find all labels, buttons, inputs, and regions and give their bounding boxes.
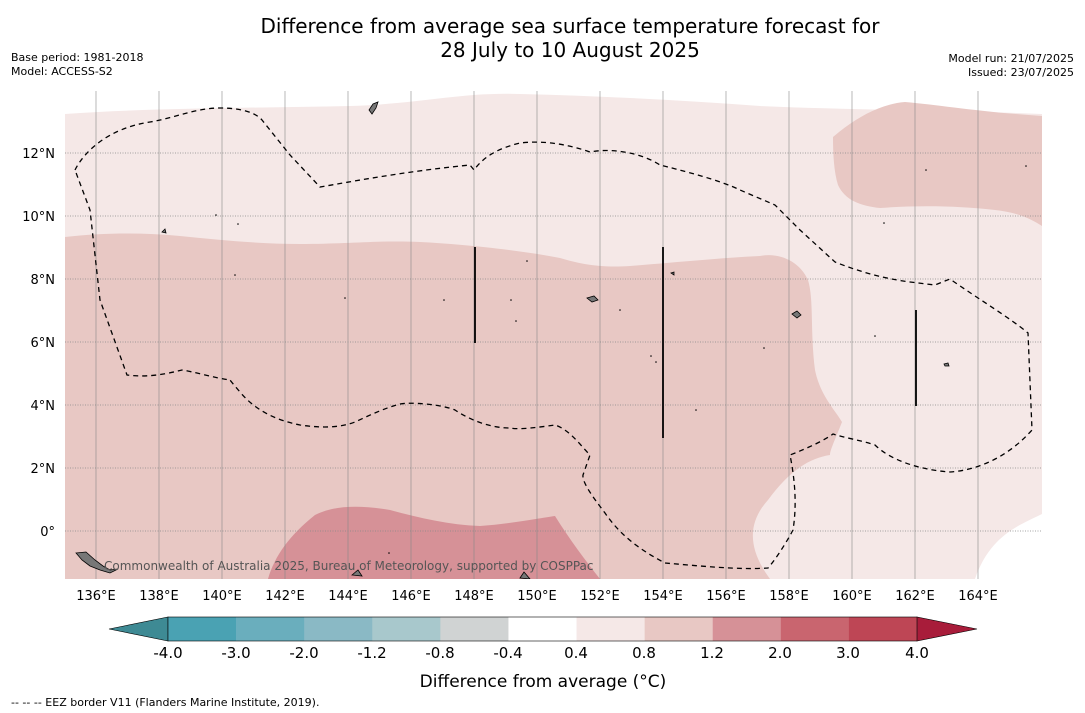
colorbar-tick-label: -1.2	[357, 644, 386, 662]
colorbar-swatch	[780, 617, 850, 641]
lon-label: 138°E	[139, 589, 179, 604]
latitude-gridlines	[65, 152, 1042, 532]
lon-label: 142°E	[265, 589, 305, 604]
anomaly-fill-0-8-1-2-main	[65, 233, 842, 579]
title-line-2: 28 July to 10 August 2025	[440, 38, 700, 62]
lon-label: 144°E	[328, 589, 368, 604]
colorbar-swatch	[236, 617, 305, 641]
lon-label: 162°E	[895, 589, 935, 604]
colorbar: -4.0 -3.0 -2.0 -1.2 -0.8 -0.4 0.4 0.8 1.…	[108, 616, 978, 692]
colorbar-tick-label: 1.2	[700, 644, 724, 662]
lat-label: 8°N	[31, 273, 56, 288]
copyright-notice: Commonwealth of Australia 2025, Bureau o…	[104, 559, 594, 573]
colorbar-tick-label: 0.8	[632, 644, 656, 662]
colorbar-tick-label: -3.0	[221, 644, 250, 662]
anomaly-fill-1-2-2-0-south	[268, 506, 600, 579]
eez-separators	[474, 247, 917, 438]
lon-label: 152°E	[580, 589, 620, 604]
colorbar-swatch	[712, 617, 782, 641]
base-period: Base period: 1981-2018	[11, 51, 144, 64]
lon-label: 160°E	[832, 589, 872, 604]
longitude-labels: 136°E 138°E 140°E 142°E 144°E 146°E 148°…	[76, 589, 998, 604]
colorbar-swatch	[168, 617, 237, 641]
colorbar-swatch	[848, 617, 918, 641]
island-chuuk	[586, 295, 599, 303]
atoll-dots	[215, 165, 1027, 554]
map-panel	[65, 91, 1042, 579]
island-reef-2	[519, 571, 531, 579]
colorbar-tick-label: -2.0	[289, 644, 318, 662]
colorbar-swatch	[576, 617, 645, 641]
lon-label: 154°E	[643, 589, 683, 604]
lon-label: 156°E	[706, 589, 746, 604]
colorbar-tick-labels: -4.0 -3.0 -2.0 -1.2 -0.8 -0.4 0.4 0.8 1.…	[153, 644, 929, 662]
lon-label: 136°E	[76, 589, 116, 604]
colorbar-outline	[167, 616, 918, 642]
colorbar-tick-label: 2.0	[768, 644, 792, 662]
colorbar-tick-label: 0.4	[564, 644, 588, 662]
issued-date: Issued: 23/07/2025	[967, 66, 1074, 79]
lon-label: 164°E	[958, 589, 998, 604]
colorbar-swatch	[508, 617, 577, 641]
islands	[75, 101, 950, 579]
colorbar-tick-label: -4.0	[153, 644, 182, 662]
lat-label: 4°N	[31, 399, 56, 414]
colorbar-label: Difference from average (°C)	[420, 672, 667, 692]
anomaly-fill-below-0-4-southeast	[975, 514, 1042, 579]
meta-right: Model run: 21/07/2025 Issued: 23/07/2025	[948, 52, 1074, 80]
colorbar-min-extension	[108, 616, 169, 642]
colorbar-swatch	[644, 617, 714, 641]
eez-footnote: -- -- -- EEZ border V11 (Flanders Marine…	[11, 696, 320, 709]
lon-label: 158°E	[769, 589, 809, 604]
lat-label: 6°N	[31, 336, 56, 351]
island-pohnpei	[791, 310, 802, 319]
title-line-1: Difference from average sea surface temp…	[260, 14, 880, 38]
colorbar-swatches	[168, 617, 918, 641]
island-kosrae	[943, 362, 950, 367]
colorbar-tick-label: 3.0	[836, 644, 860, 662]
colorbar-swatch	[304, 617, 373, 641]
lon-label: 150°E	[517, 589, 557, 604]
eez-border	[74, 107, 1033, 570]
model-run: Model run: 21/07/2025	[948, 52, 1074, 65]
colorbar-tick-label: -0.4	[493, 644, 522, 662]
island-atoll-1	[670, 271, 675, 276]
meta-left: Base period: 1981-2018 Model: ACCESS-S2	[11, 51, 143, 79]
lon-label: 148°E	[454, 589, 494, 604]
lat-label: 10°N	[22, 210, 55, 225]
lon-label: 140°E	[202, 589, 242, 604]
colorbar-tick-label: 4.0	[905, 644, 929, 662]
latitude-labels: 12°N 10°N 8°N 6°N 4°N 2°N 0°	[22, 147, 55, 540]
anomaly-fill-0-8-1-2-northeast	[833, 102, 1042, 226]
map-title: Difference from average sea surface temp…	[0, 14, 1085, 62]
colorbar-swatch	[372, 617, 441, 641]
island-new-guinea-coast	[75, 551, 119, 574]
lat-label: 0°	[40, 525, 55, 540]
island-guam	[368, 101, 379, 115]
anomaly-fill-below-0-4-north	[65, 91, 1042, 114]
colorbar-max-extension	[916, 616, 978, 642]
island-reef-1	[351, 569, 363, 577]
lat-label: 2°N	[31, 462, 56, 477]
colorbar-swatch	[440, 617, 509, 641]
longitude-gridlines	[95, 91, 979, 579]
colorbar-tick-label: -0.8	[425, 644, 454, 662]
lon-label: 146°E	[391, 589, 431, 604]
island-yap	[161, 228, 167, 234]
model-name: Model: ACCESS-S2	[11, 65, 113, 78]
lat-label: 12°N	[22, 147, 55, 162]
